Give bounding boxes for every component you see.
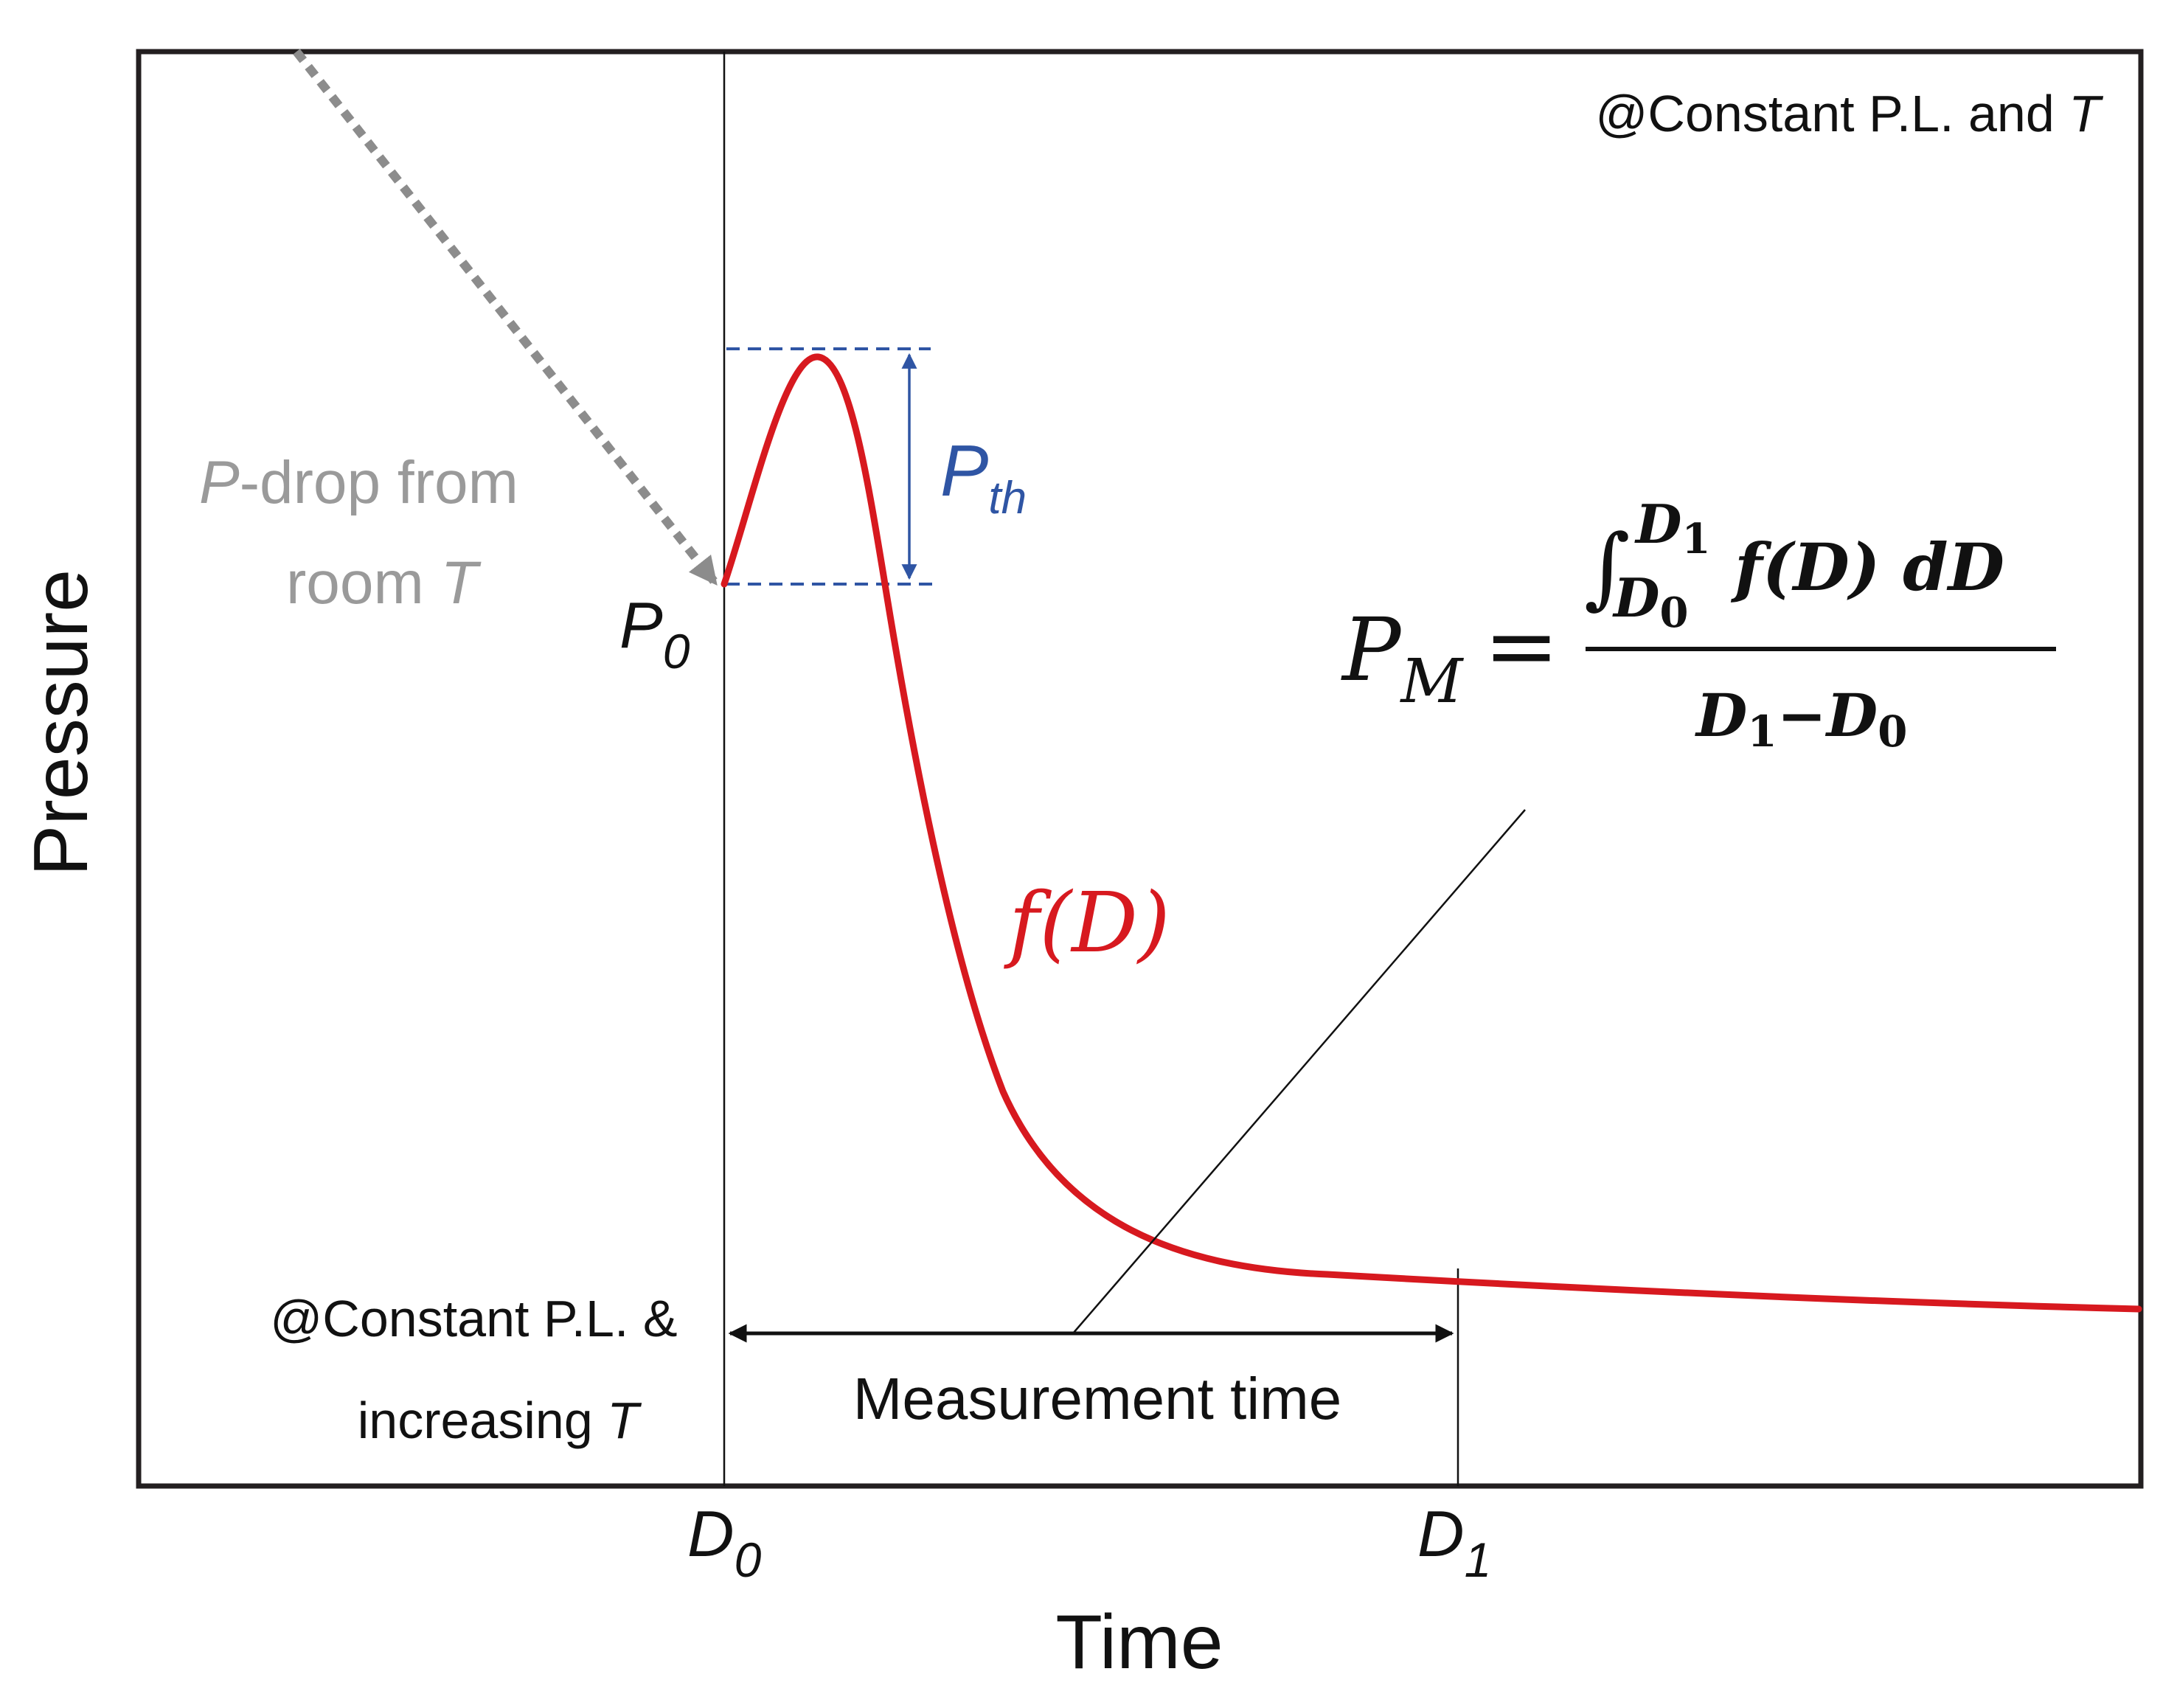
p-drop-label: P-drop from room T bbox=[199, 449, 535, 617]
formula-integral-sign: ∫ bbox=[1584, 516, 1631, 619]
curve-label: f(D) bbox=[1004, 875, 1170, 971]
formula-denominator: D1−D0 bbox=[1695, 681, 1908, 757]
formula-equals: = bbox=[1484, 594, 1559, 698]
formula-integrand: f(D) dD bbox=[1730, 529, 2004, 605]
formula-upper-limit: D1 bbox=[1634, 493, 1710, 563]
y-axis-label: Pressure bbox=[18, 569, 104, 876]
pth-label: Pth bbox=[940, 430, 1027, 524]
plot-frame bbox=[136, 49, 2144, 1489]
measurement-time-label: Measurement time bbox=[853, 1366, 1341, 1431]
corner-condition-note: @Constant P.L. and T bbox=[1595, 85, 2103, 142]
d0-tick-label: D0 bbox=[687, 1497, 762, 1587]
x-axis-label: Time bbox=[1055, 1600, 1223, 1685]
d1-tick-label: D1 bbox=[1417, 1497, 1491, 1587]
formula-leader-line bbox=[1072, 809, 1526, 1334]
side-condition-note: @Constant P.L. & increasing T bbox=[270, 1290, 692, 1449]
p0-label: P0 bbox=[619, 589, 690, 678]
mean-pressure-formula: PM = ∫ D1 D0 f(D) dD D1−D0 bbox=[1341, 493, 2056, 757]
formula-lhs: PM bbox=[1341, 599, 1464, 717]
pressure-curve bbox=[721, 353, 2142, 1313]
p-drop-arrow bbox=[293, 49, 718, 586]
formula-lower-limit: D0 bbox=[1612, 566, 1688, 637]
